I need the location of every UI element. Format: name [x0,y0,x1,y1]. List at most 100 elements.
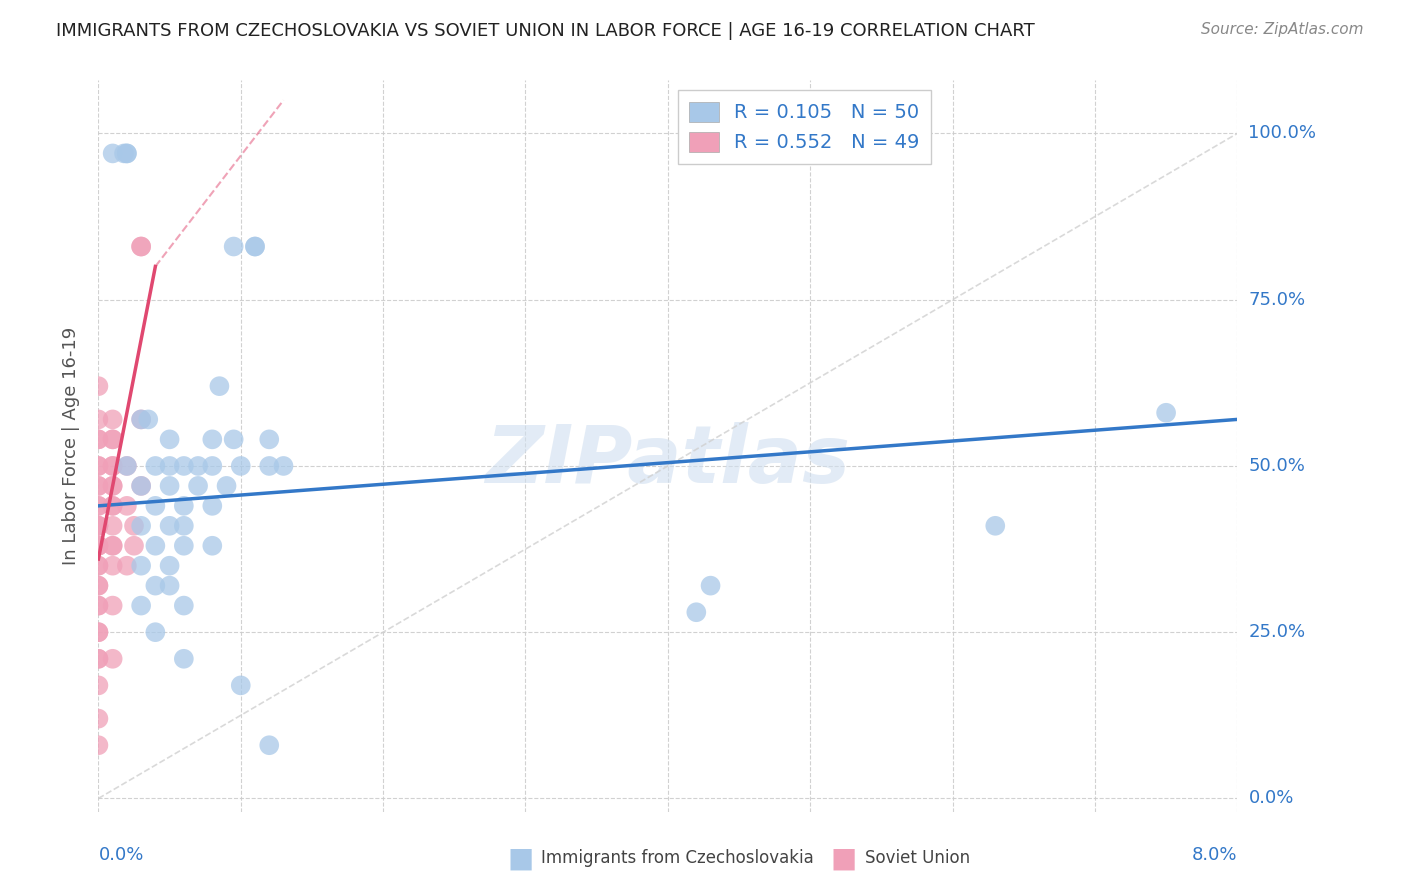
Point [101,433,124,447]
Point [101,539,124,553]
Text: ■: ■ [508,844,533,872]
Point [87,652,110,666]
Text: 0.0%: 0.0% [98,847,143,864]
Point [187,479,209,493]
Y-axis label: In Labor Force | Age 16-19: In Labor Force | Age 16-19 [62,326,80,566]
Point [87,499,110,513]
Point [259,738,281,752]
Point [115,146,138,161]
Point [87,518,110,533]
Legend: R = 0.105   N = 50, R = 0.552   N = 49: R = 0.105 N = 50, R = 0.552 N = 49 [678,90,931,164]
Point [101,433,124,447]
Point [87,579,110,593]
Point [115,458,138,473]
Point [229,458,252,473]
Point [87,458,110,473]
Point [187,458,209,473]
Point [173,539,195,553]
Point [87,379,110,393]
Point [159,558,181,573]
Point [159,518,181,533]
Point [229,678,252,692]
Point [259,458,281,473]
Point [173,458,195,473]
Text: ZIPatlas: ZIPatlas [485,422,851,500]
Point [115,146,138,161]
Point [129,412,152,426]
Point [129,558,152,573]
Point [984,518,1007,533]
Point [122,518,145,533]
Point [136,412,159,426]
Point [201,433,224,447]
Point [87,499,110,513]
Point [159,458,181,473]
Point [87,738,110,752]
Point [145,625,167,640]
Point [87,518,110,533]
Point [87,479,110,493]
Point [173,599,195,613]
Point [115,499,138,513]
Point [222,433,245,447]
Point [222,239,245,253]
Point [87,458,110,473]
Point [145,499,167,513]
Point [101,499,124,513]
Point [101,652,124,666]
Point [1154,406,1177,420]
Text: ■: ■ [831,844,856,872]
Point [243,239,266,253]
Point [273,458,295,473]
Point [215,479,238,493]
Point [87,412,110,426]
Point [87,539,110,553]
Text: IMMIGRANTS FROM CZECHOSLOVAKIA VS SOVIET UNION IN LABOR FORCE | AGE 16-19 CORREL: IMMIGRANTS FROM CZECHOSLOVAKIA VS SOVIET… [56,22,1035,40]
Point [101,539,124,553]
Text: 0.0%: 0.0% [1249,789,1294,807]
Point [87,539,110,553]
Point [101,499,124,513]
Point [101,479,124,493]
Point [87,433,110,447]
Point [145,458,167,473]
Point [87,599,110,613]
Text: 75.0%: 75.0% [1249,291,1306,309]
Point [101,412,124,426]
Point [173,652,195,666]
Point [87,678,110,692]
Text: Immigrants from Czechoslovakia: Immigrants from Czechoslovakia [541,849,814,867]
Point [129,479,152,493]
Point [145,579,167,593]
Text: 8.0%: 8.0% [1192,847,1237,864]
Point [115,458,138,473]
Point [101,479,124,493]
Text: 25.0%: 25.0% [1249,624,1306,641]
Point [173,499,195,513]
Point [87,518,110,533]
Point [129,239,152,253]
Point [122,539,145,553]
Point [129,518,152,533]
Point [101,146,124,161]
Point [129,412,152,426]
Point [173,518,195,533]
Point [259,433,281,447]
Point [201,499,224,513]
Point [201,458,224,473]
Text: 100.0%: 100.0% [1249,125,1316,143]
Point [699,579,721,593]
Point [101,558,124,573]
Point [243,239,266,253]
Point [101,458,124,473]
Point [129,239,152,253]
Point [87,625,110,640]
Point [685,605,707,619]
Point [87,712,110,726]
Point [87,625,110,640]
Point [208,379,231,393]
Point [87,558,110,573]
Text: Source: ZipAtlas.com: Source: ZipAtlas.com [1201,22,1364,37]
Point [159,579,181,593]
Point [87,599,110,613]
